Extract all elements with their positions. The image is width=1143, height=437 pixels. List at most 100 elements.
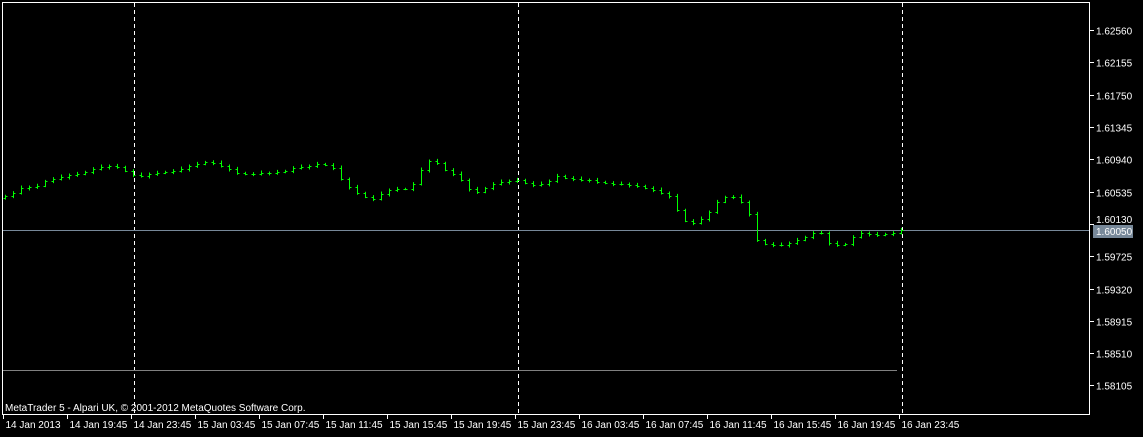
ohlc-bar bbox=[411, 182, 416, 192]
ohlc-bar bbox=[771, 242, 776, 248]
ohlc-bar bbox=[827, 231, 832, 246]
ohlc-bar bbox=[11, 191, 16, 199]
ohlc-bar bbox=[107, 164, 112, 170]
ohlc-bar bbox=[307, 164, 312, 170]
ohlc-bar bbox=[483, 186, 488, 194]
ohlc-bar bbox=[803, 235, 808, 242]
y-tick-label: 1.62155 bbox=[1096, 59, 1133, 70]
ohlc-bar bbox=[587, 178, 592, 183]
ohlc-bar bbox=[723, 195, 728, 204]
ohlc-bar bbox=[731, 195, 736, 200]
y-tick-label: 1.60940 bbox=[1096, 156, 1133, 167]
y-tick-label: 1.58105 bbox=[1096, 382, 1133, 393]
ohlc-bar bbox=[187, 164, 192, 172]
ohlc-bar bbox=[571, 176, 576, 182]
ohlc-bar bbox=[739, 194, 744, 204]
y-tick-label: 1.58915 bbox=[1096, 318, 1133, 329]
ohlc-bar bbox=[267, 171, 272, 176]
ohlc-bar bbox=[131, 169, 136, 178]
ohlc-bar bbox=[643, 184, 648, 190]
ohlc-bar bbox=[275, 169, 280, 175]
ohlc-bar bbox=[27, 185, 32, 191]
ohlc-bar bbox=[35, 183, 40, 189]
x-tick-label: 14 Jan 19:45 bbox=[70, 420, 128, 431]
time-axis[interactable]: 14 Jan 2013 14 Jan 19:45 14 Jan 23:45 15 Ja… bbox=[3, 414, 960, 431]
ohlc-bar bbox=[371, 195, 376, 202]
ohlc-bar bbox=[603, 180, 608, 185]
ohlc-bar bbox=[707, 210, 712, 222]
ohlc-bar bbox=[499, 179, 504, 186]
ohlc-bar bbox=[427, 159, 432, 173]
ohlc-bar bbox=[899, 227, 904, 235]
ohlc-bar bbox=[179, 166, 184, 173]
ohlc-bar bbox=[547, 179, 552, 187]
ohlc-bar bbox=[595, 177, 600, 184]
ohlc-bar bbox=[835, 240, 840, 247]
x-tick-label: 16 Jan 03:45 bbox=[582, 420, 640, 431]
ohlc-bar bbox=[867, 231, 872, 237]
x-tick-label: 16 Jan 11:45 bbox=[710, 420, 768, 431]
ohlc-bar bbox=[259, 170, 264, 176]
plot-frame bbox=[2, 2, 1090, 415]
current-price-label: 1.60050 bbox=[1093, 225, 1133, 238]
y-tick-label: 1.59725 bbox=[1096, 253, 1133, 264]
ohlc-bar bbox=[83, 170, 88, 176]
ohlc-bar bbox=[419, 167, 424, 186]
x-tick-label: 16 Jan 19:45 bbox=[838, 420, 896, 431]
ohlc-bar bbox=[691, 219, 696, 226]
ohlc-bar bbox=[139, 172, 144, 178]
ohlc-bar bbox=[891, 231, 896, 237]
ohlc-bar bbox=[515, 177, 520, 183]
price-axis[interactable]: 1.62560 1.62155 1.61750 1.61345 1.60940 1.605… bbox=[1089, 27, 1133, 393]
ohlc-bar bbox=[435, 158, 440, 165]
x-tick-label: 14 Jan 2013 bbox=[6, 420, 61, 431]
ohlc-bar bbox=[235, 166, 240, 175]
ohlc-bar bbox=[819, 230, 824, 235]
ohlc-bar bbox=[203, 160, 208, 166]
ohlc-bar bbox=[675, 193, 680, 212]
ohlc-bar bbox=[563, 174, 568, 180]
ohlc-bar bbox=[491, 182, 496, 191]
ohlc-bar bbox=[747, 200, 752, 217]
ohlc-bar bbox=[171, 169, 176, 175]
copyright-watermark: MetaTrader 5 - Alpari UK, © 2001-2012 Me… bbox=[5, 403, 305, 414]
ohlc-bar bbox=[43, 179, 48, 188]
ohlc-bar bbox=[611, 181, 616, 187]
ohlc-bar bbox=[19, 185, 24, 195]
ohlc-bar bbox=[795, 237, 800, 245]
x-tick-label: 15 Jan 15:45 bbox=[390, 420, 448, 431]
ohlc-bar bbox=[755, 211, 760, 242]
ohlc-bar bbox=[619, 181, 624, 186]
current-price-text: 1.60050 bbox=[1096, 227, 1133, 238]
ohlc-bar bbox=[219, 160, 224, 168]
ohlc-bar bbox=[387, 188, 392, 197]
ohlc-bar bbox=[579, 176, 584, 182]
ohlc-bar bbox=[91, 167, 96, 175]
y-tick-label: 1.58510 bbox=[1096, 350, 1133, 361]
ohlc-bar bbox=[379, 191, 384, 201]
x-tick-label: 15 Jan 07:45 bbox=[262, 420, 320, 431]
ohlc-bar bbox=[331, 163, 336, 171]
y-tick-label: 1.60535 bbox=[1096, 189, 1133, 200]
ohlc-bar bbox=[195, 161, 200, 168]
x-tick-label: 16 Jan 15:45 bbox=[774, 420, 832, 431]
y-tick-label: 1.59320 bbox=[1096, 286, 1133, 297]
ohlc-bar bbox=[291, 166, 296, 174]
ohlc-bar bbox=[875, 231, 880, 237]
ohlc-bar bbox=[227, 164, 232, 172]
x-tick-label: 15 Jan 19:45 bbox=[454, 420, 512, 431]
x-tick-label: 16 Jan 07:45 bbox=[646, 420, 704, 431]
ohlc-bar bbox=[163, 170, 168, 175]
ohlc-bar bbox=[843, 242, 848, 247]
ohlc-bar bbox=[555, 173, 560, 183]
ohlc-bar bbox=[147, 172, 152, 179]
ohlc-bar bbox=[155, 170, 160, 176]
ohlc-bar bbox=[851, 235, 856, 247]
ohlc-bar bbox=[323, 162, 328, 167]
ohlc-bar bbox=[67, 173, 72, 180]
y-tick-label: 1.61345 bbox=[1096, 124, 1133, 135]
ohlc-bar bbox=[787, 241, 792, 248]
ohlc-bar bbox=[283, 169, 288, 174]
ohlc-bar bbox=[531, 181, 536, 188]
